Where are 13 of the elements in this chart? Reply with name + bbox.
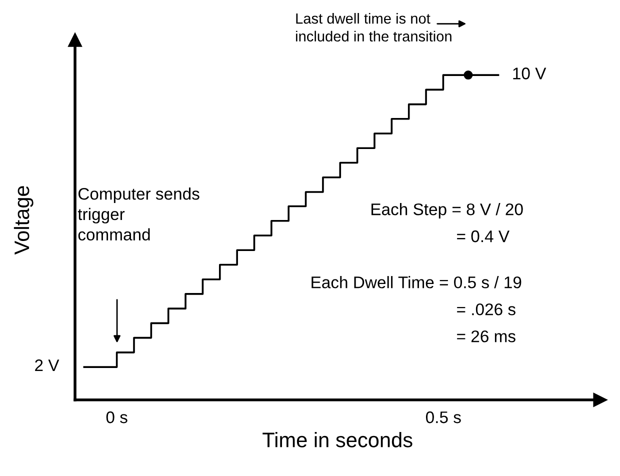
- x-tick-label: 0 s: [106, 411, 128, 424]
- annotation: 10 V: [513, 68, 546, 80]
- annotation: = .026 s: [457, 303, 516, 316]
- y-axis-title: Voltage: [14, 186, 34, 255]
- annotation: = 26 ms: [457, 330, 516, 342]
- annotation: = 0.4 V: [457, 230, 510, 242]
- text: 2 V: [35, 359, 60, 372]
- x-axis-title: Time in seconds: [262, 432, 412, 448]
- text: Last dwell time is not included in the transition: [296, 12, 452, 42]
- annotation: Each Dwell Time = 0.5 s / 19: [312, 276, 522, 288]
- annotation: Each Step = 8 V / 20: [372, 203, 523, 219]
- annotation: Computer sends trigger command: [78, 188, 200, 241]
- x-tick-label: 0.5 s: [426, 411, 461, 424]
